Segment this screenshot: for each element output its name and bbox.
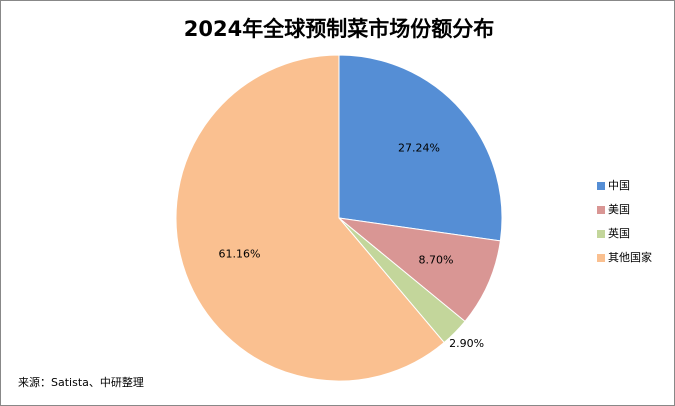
legend-label: 中国: [608, 179, 630, 192]
pie-slice: [337, 217, 501, 323]
source-note: 来源：Satista、中研整理: [18, 375, 144, 389]
pie-slice: [175, 54, 445, 382]
legend-label: 英国: [608, 226, 630, 240]
data-label: 8.70%: [419, 254, 454, 267]
legend-swatch: [597, 182, 605, 190]
legend-label: 其他国家: [608, 250, 652, 264]
legend-swatch: [597, 254, 605, 262]
chart-title: 2024年全球预制菜市场份额分布: [184, 17, 494, 41]
legend-swatch: [597, 206, 605, 214]
data-label: 2.90%: [449, 337, 484, 350]
data-label: 27.24%: [398, 142, 440, 155]
legend-label: 美国: [608, 203, 630, 216]
data-label: 61.16%: [219, 247, 261, 260]
legend-swatch: [597, 230, 605, 238]
pie-slice: [338, 54, 503, 242]
